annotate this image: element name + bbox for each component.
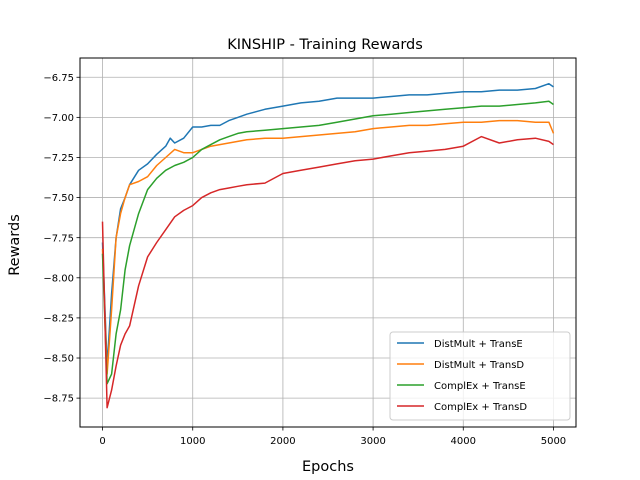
legend-label: DistMult + TransD: [434, 360, 524, 371]
legend-label: ComplEx + TransD: [434, 402, 527, 413]
y-axis-label: Rewards: [7, 214, 23, 276]
grid: [80, 58, 576, 427]
legend-label: DistMult + TransE: [434, 339, 523, 350]
series-line-0: [101, 82, 554, 367]
y-tick-label: −7.25: [43, 153, 74, 164]
x-tick-label: 0: [99, 436, 105, 447]
y-tick-label: −8.00: [43, 273, 74, 284]
series-lines: [101, 82, 555, 409]
x-tick-label: 5000: [541, 436, 566, 447]
x-tick-label: 2000: [270, 436, 295, 447]
x-tick-label: 1000: [180, 436, 205, 447]
series-line-2: [101, 100, 554, 385]
series-line-1: [101, 119, 555, 375]
y-tick-label: −7.50: [43, 193, 74, 204]
x-axis-label: Epochs: [302, 459, 354, 475]
plot-frame: [79, 57, 577, 428]
y-tick-label: −7.75: [43, 233, 74, 244]
x-axis-ticks: 0 1000 2000 3000 4000 5000: [99, 427, 566, 447]
y-axis-ticks: −6.75 −7.00 −7.25 −7.50 −7.75 −8.00 −8.25 −8.50…: [43, 73, 80, 405]
y-tick-label: −8.25: [43, 314, 74, 325]
series-line-3: [101, 135, 554, 409]
x-tick-label: 3000: [360, 436, 385, 447]
chart-title: KINSHIP - Training Rewards: [227, 37, 423, 53]
legend-label: ComplEx + TransE: [434, 381, 526, 392]
y-tick-label: −6.75: [43, 73, 74, 84]
y-tick-label: −7.00: [43, 113, 74, 124]
y-tick-label: −8.75: [43, 394, 74, 405]
y-tick-label: −8.50: [43, 354, 74, 365]
legend: DistMult + TransE DistMult + TransD ComplE…: [389, 331, 571, 421]
x-tick-label: 4000: [451, 436, 476, 447]
legend-box: [389, 331, 571, 421]
